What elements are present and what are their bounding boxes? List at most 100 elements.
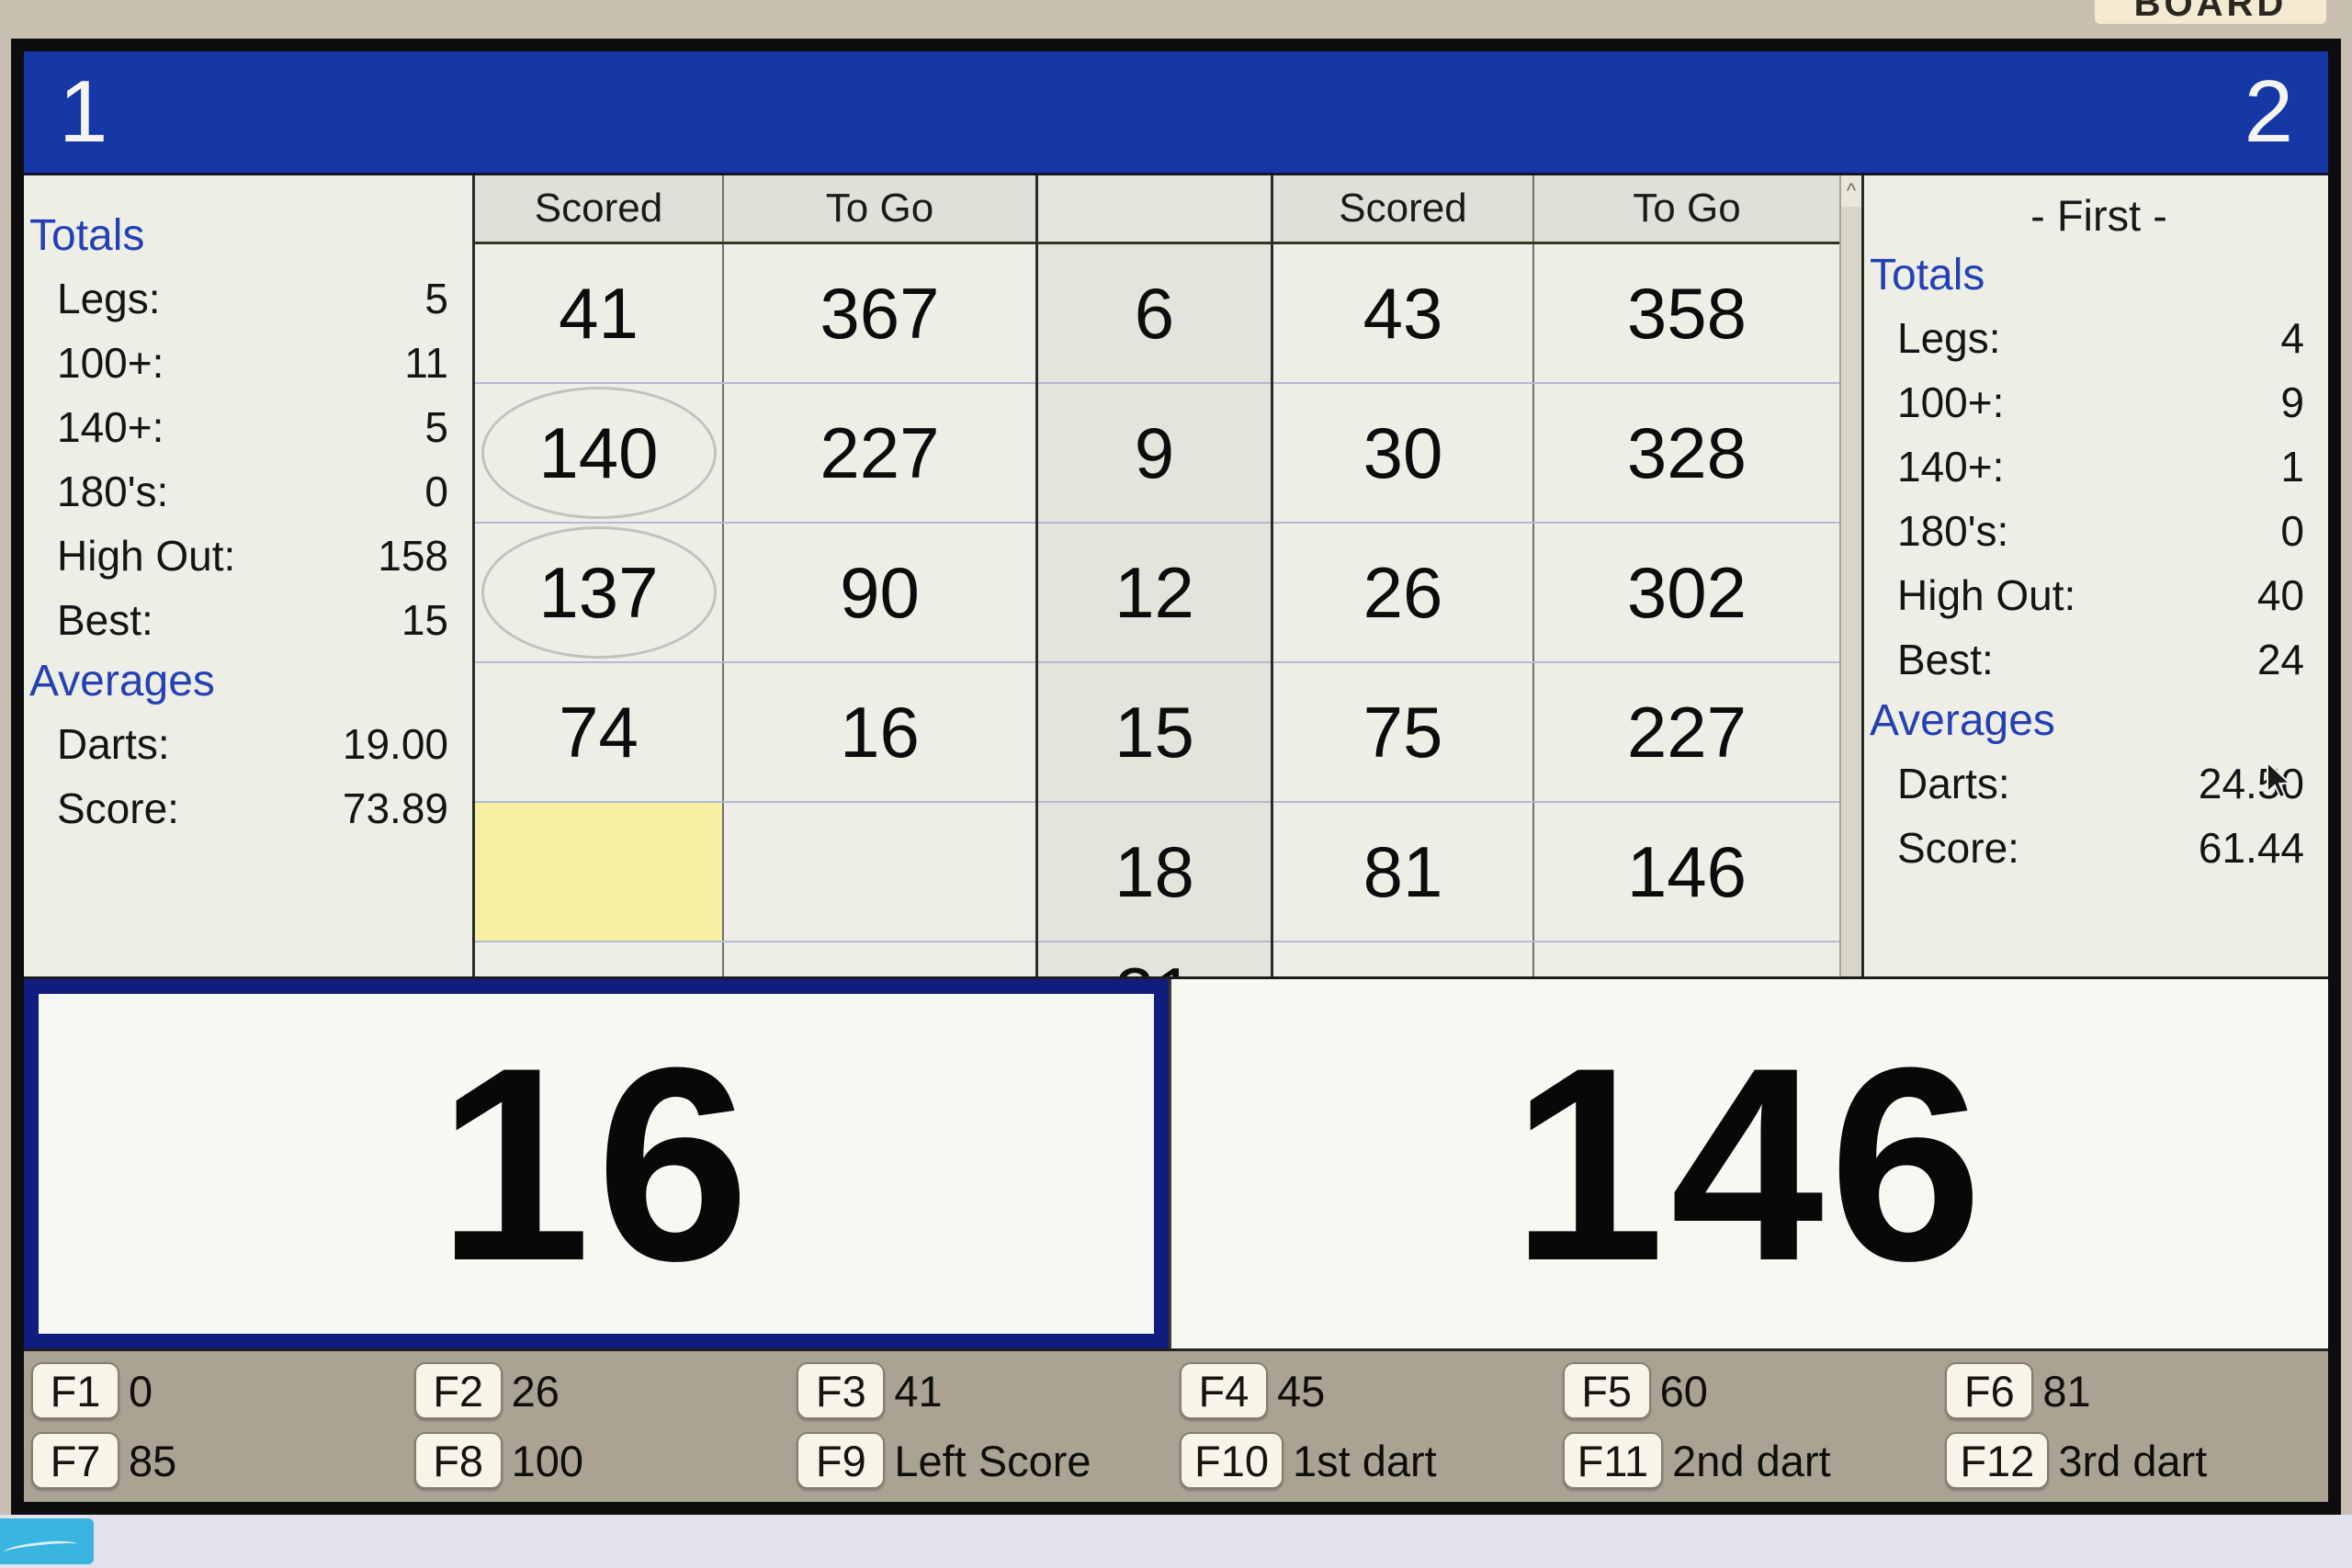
stat-label: 100+: [57,339,164,387]
togo-cell: 302 [1626,551,1747,633]
f5-label: 60 [1659,1366,1708,1416]
stat-row-best: Best: 24 [1870,627,2328,692]
fkey-f4: F4 45 [1179,1359,1563,1423]
remaining-score-row: 16 146 [24,979,2328,1348]
scored-cell: 74 [475,663,724,801]
f2-button[interactable]: F2 [413,1362,503,1419]
f1-button[interactable]: F1 [31,1362,119,1419]
player1-score-table: Scored To Go 41 367 140 227 137 90 74 [472,175,1035,976]
scored-column-header: Scored [1273,175,1534,242]
stat-value: 5 [424,403,448,451]
togo-cell: 358 [1626,272,1747,354]
scored-cell: 43 [1273,244,1534,382]
ton-plus-circle: 137 [481,526,717,659]
f8-button[interactable]: F8 [413,1432,503,1489]
table-row: 140 227 [475,384,1035,524]
player1-remaining-box: 16 [24,979,1169,1348]
table-row [475,803,1035,942]
stat-row-180s: 180's: 0 [29,459,472,524]
scroll-up-icon[interactable]: ^ [1841,175,1861,207]
togo-cell: 367 [820,272,940,354]
table-row [1273,942,1839,976]
stat-label: High Out: [1897,571,2076,619]
stat-row-highout: High Out: 40 [1870,563,2328,627]
table-row: 41 367 [475,244,1035,384]
togo-cell: 90 [840,551,920,633]
table-scrollbar[interactable]: ^ v [1839,175,1861,976]
stat-value: 19.00 [342,720,448,768]
table-row: 75 227 [1273,663,1839,803]
stat-label: Legs: [1897,314,2001,362]
stat-row-highout: High Out: 158 [29,524,472,588]
f9-button[interactable]: F9 [797,1432,886,1489]
table-row: 30 328 [1273,384,1839,524]
first-thrower-label: - First - [2030,191,2167,240]
darts-app-screen: 1 2 Totals Legs: 5 100+: 11 140+: 5 180'… [11,39,2341,1515]
fkey-f6: F6 81 [1945,1359,2328,1423]
f7-button[interactable]: F7 [31,1432,119,1489]
stat-value: 4 [2280,314,2304,362]
scored-cell: 41 [475,244,724,382]
stat-value: 9 [2280,378,2304,426]
stat-value: 40 [2256,571,2304,619]
stat-value: 0 [2280,507,2304,555]
player1-totals-heading: Totals [29,211,145,260]
player1-stats-panel: Totals Legs: 5 100+: 11 140+: 5 180's: 0… [24,175,472,976]
fkey-f5: F5 60 [1562,1359,1946,1423]
stat-label: Best: [57,596,153,644]
function-key-bar: F1 0 F2 26 F3 41 F4 45 F5 60 F6 81 F7 85… [24,1348,2328,1502]
togo-cell: 146 [1626,830,1747,912]
fkey-f7: F7 85 [31,1428,414,1493]
scored-cell: 75 [1273,663,1534,801]
player2-score-table: Scored To Go 43 358 30 328 26 302 [1271,175,1864,976]
f6-label: 81 [2042,1366,2091,1416]
f4-button[interactable]: F4 [1179,1362,1268,1419]
fkey-f11: F11 2nd dart [1562,1428,1946,1493]
scored-cell: 26 [1273,524,1534,661]
player2-remaining-score: 146 [1511,1010,1988,1318]
fkey-f3: F3 41 [797,1359,1180,1423]
stat-value: 158 [378,532,448,580]
togo-cell [1534,942,1839,976]
f9-label: Left Score [894,1436,1091,1485]
stat-label: 100+: [1897,378,2005,426]
table-row [475,942,1035,976]
togo-cell [724,942,1035,976]
stat-label: 140+: [1897,443,2005,491]
stat-row-score-avg: Score: 61.44 [1870,816,2328,880]
f10-button[interactable]: F10 [1179,1432,1283,1489]
f6-button[interactable]: F6 [1945,1362,2034,1419]
f3-label: 41 [894,1366,943,1416]
f1-label: 0 [129,1366,153,1416]
stat-value: 73.89 [342,784,448,832]
monitor-bezel-bottom [0,1515,2352,1568]
stat-label: High Out: [57,532,236,580]
stat-value: 0 [424,468,448,515]
stat-label: Score: [1897,824,2019,872]
f3-button[interactable]: F3 [797,1362,886,1419]
table-row: 26 302 [1273,524,1839,663]
darts-count-cell: 21 [1038,942,1271,976]
stat-row-score-avg: Score: 73.89 [29,776,472,840]
stat-value: 61.44 [2198,824,2304,872]
f7-label: 85 [129,1436,177,1485]
f12-button[interactable]: F12 [1945,1432,2050,1489]
scored-cell: 30 [1273,384,1534,522]
player2-stats-panel: - First - Totals Legs: 4 100+: 9 140+: 1… [1864,175,2328,976]
togo-cell: 227 [820,412,940,493]
f2-label: 26 [511,1366,560,1416]
fkey-f2: F2 26 [413,1359,797,1423]
f5-button[interactable]: F5 [1562,1362,1651,1419]
fkey-f8: F8 100 [413,1428,797,1493]
stat-row-140plus: 140+: 5 [29,395,472,459]
stat-label: 180's: [1897,507,2009,555]
darts-count-cell: 18 [1038,803,1271,942]
f10-label: 1st dart [1292,1436,1437,1485]
score-input-cell[interactable] [475,803,724,941]
fkey-f9: F9 Left Score [797,1428,1180,1493]
f11-button[interactable]: F11 [1562,1432,1664,1489]
stat-label: Darts: [1897,760,2010,807]
stat-row-best: Best: 15 [29,588,472,652]
scored-cell [475,942,724,976]
stat-value: 24 [2256,636,2304,683]
